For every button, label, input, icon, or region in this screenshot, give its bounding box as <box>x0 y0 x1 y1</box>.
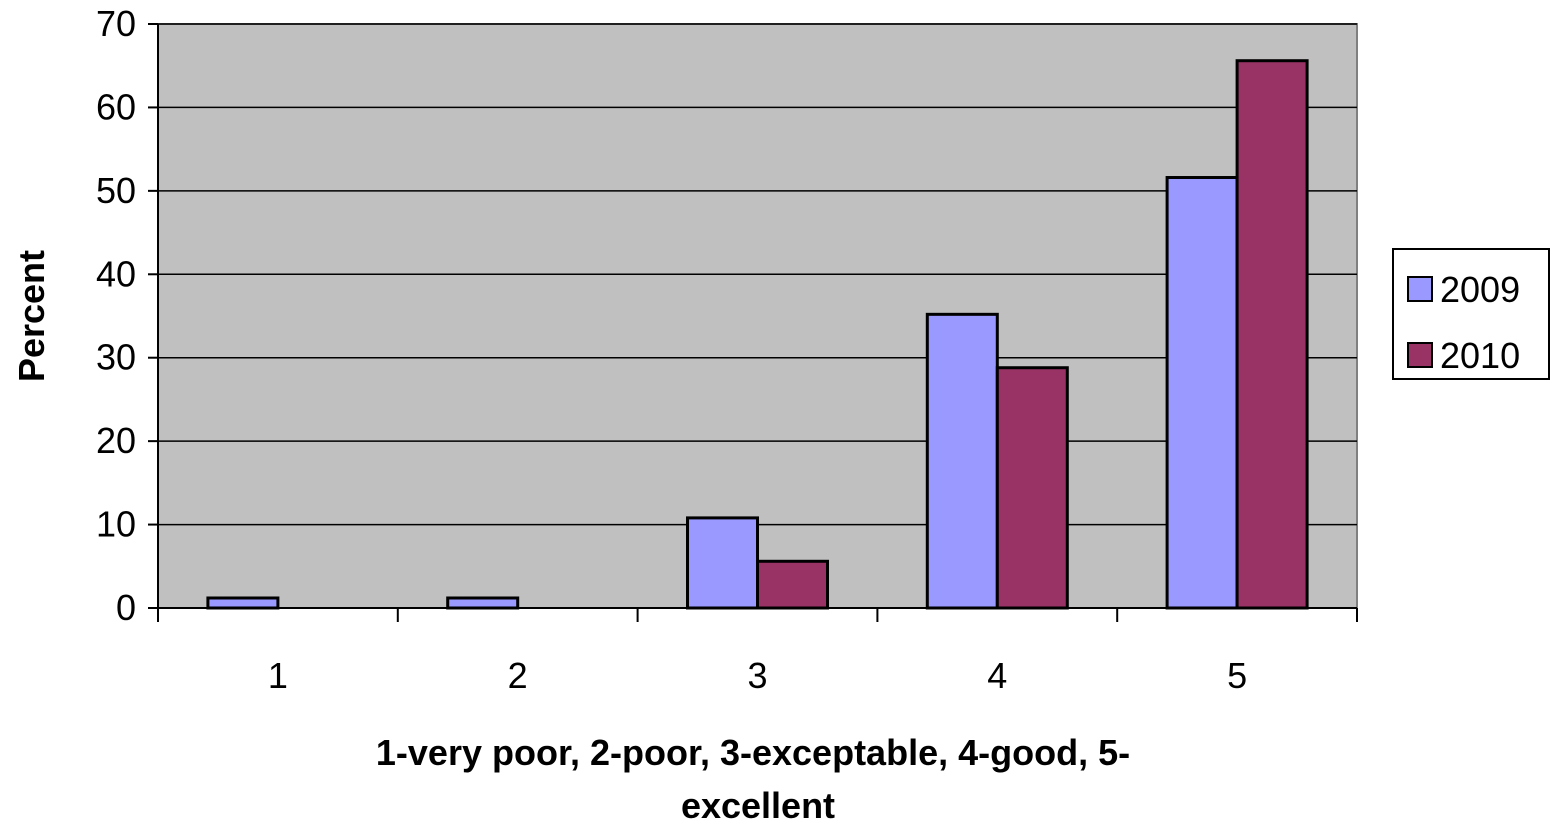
y-tick-label: 70 <box>96 3 136 44</box>
bars <box>206 59 1309 610</box>
bar-2010-4 <box>995 366 1069 610</box>
bar-2009-1 <box>206 596 280 610</box>
y-tick-label: 60 <box>96 86 136 127</box>
x-tick-labels: 1 2 3 4 5 <box>268 655 1247 696</box>
gridlines <box>158 23 1357 526</box>
legend-label-2009: 2009 <box>1440 269 1520 310</box>
x-axis-title-line-2: excellent <box>681 785 835 826</box>
plot-area <box>157 23 1358 609</box>
x-tick-label: 2 <box>508 655 528 696</box>
x-axis-title: 1-very poor, 2-poor, 3-exceptable, 4-goo… <box>376 732 1140 826</box>
x-axis-title-line-1: 1-very poor, 2-poor, 3-exceptable, 4-goo… <box>376 732 1130 773</box>
bar-2009-2 <box>446 596 520 610</box>
x-tick-label: 1 <box>268 655 288 696</box>
bar-2010-5 <box>1235 59 1309 610</box>
y-tick-label: 0 <box>116 587 136 628</box>
legend: 2009 2010 <box>1392 248 1550 380</box>
legend-swatch-2010 <box>1407 342 1433 368</box>
y-axis-title: Percent <box>11 250 52 382</box>
y-tick-label: 20 <box>96 420 136 461</box>
legend-label-2010: 2010 <box>1440 335 1520 376</box>
y-tick-label: 40 <box>96 253 136 294</box>
bar-2010-3 <box>756 559 829 610</box>
bar-2009-4 <box>925 312 999 610</box>
axes <box>148 23 1358 622</box>
legend-swatch-2009 <box>1407 276 1433 302</box>
y-tick-label: 10 <box>96 504 136 545</box>
x-tick-label: 3 <box>747 655 767 696</box>
y-tick-labels: 0 10 20 30 40 50 60 70 <box>96 3 136 628</box>
bar-2009-3 <box>686 516 759 610</box>
x-tick-label: 4 <box>987 655 1007 696</box>
y-tick-label: 30 <box>96 337 136 378</box>
bar-2009-5 <box>1165 176 1239 610</box>
y-tick-label: 50 <box>96 170 136 211</box>
x-tick-label: 5 <box>1227 655 1247 696</box>
